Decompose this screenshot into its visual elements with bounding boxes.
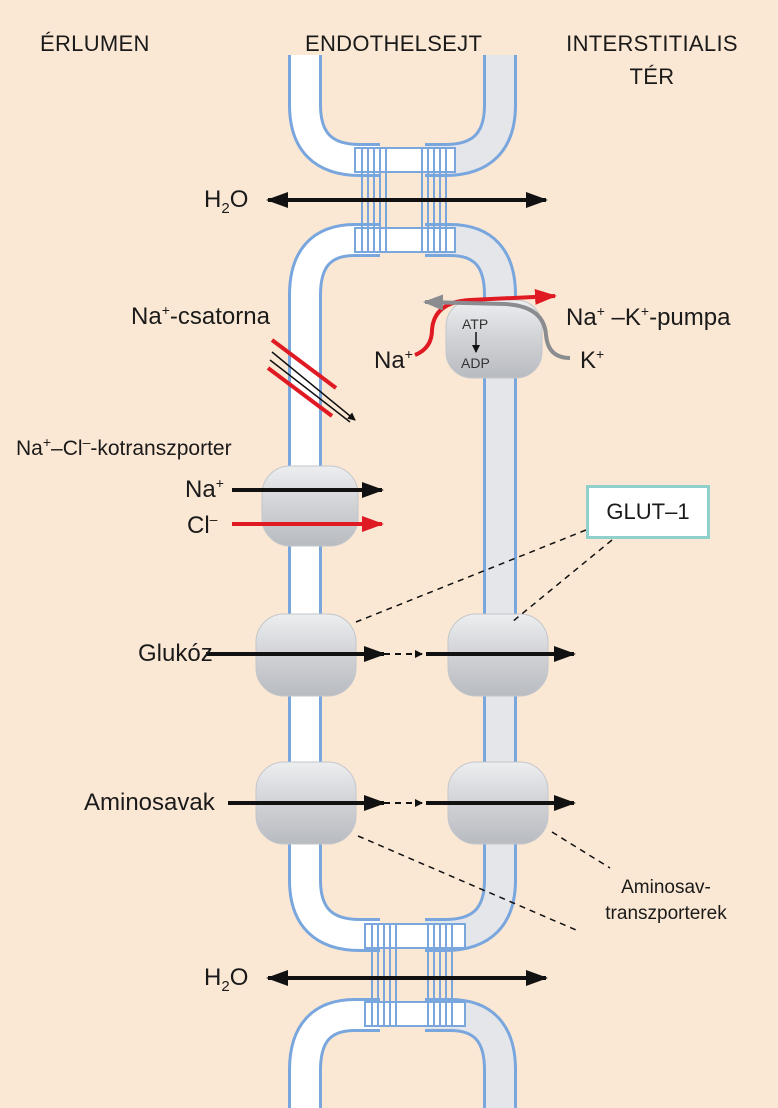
tight-junction-top [354,147,456,253]
na-channel [266,338,356,423]
atp-label: ATP [462,316,489,332]
adp-label: ADP [461,355,490,371]
interstitial-header-line2: TÉR [629,64,675,89]
na-cl-cotransporter-protein [261,465,359,547]
amino-transporter-label-line1: Aminosav- [621,877,711,898]
pump-k-out-label: K+ [580,346,605,374]
na-k-pump-label: Na+ –K+-pumpa [566,303,731,331]
glut-leader-left [355,529,587,623]
glut1-label: GLUT–1 [606,499,690,524]
interstitial-header-line1: INTERSTITIALIS [566,31,738,56]
amino-acids-label: Aminosavak [84,789,215,816]
endothelial-membrane [288,55,517,1108]
na-channel-arrow [271,351,356,421]
amino-transporter-label-line2: transzporterek [605,903,727,924]
amino-leader-right [551,831,611,869]
na-channel-label: Na+-csatorna [131,302,270,330]
pump-na-in-label: Na+ [374,346,413,374]
endothelial-cell-header: ENDOTHELSEJT [305,31,483,56]
water-label-bottom: H2O [204,964,249,995]
water-label-top: H2O [204,186,249,217]
tight-junction-bottom [364,923,466,1027]
pump-k-arrow [423,294,571,360]
cotransport-cl-label: Cl– [187,511,218,539]
cotransporter-title: Na+–Cl–-kotranszporter [16,434,232,460]
glucose-label: Glukóz [138,640,213,667]
glut-leader-right [511,539,613,623]
lumen-header: ÉRLUMEN [40,31,150,56]
glut1-label-box: GLUT–1 [586,485,710,539]
cotransport-na-label: Na+ [185,475,224,503]
